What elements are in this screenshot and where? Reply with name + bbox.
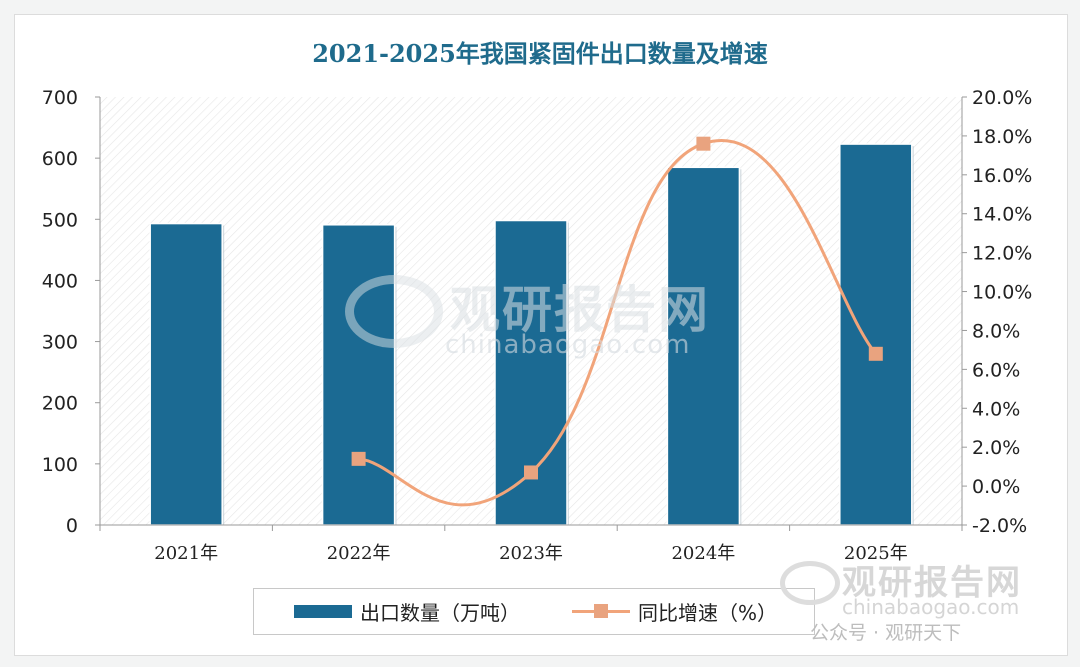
x-tick-label: 2024年 [671,543,735,564]
growth-marker-3 [524,465,538,480]
bar-4 [666,166,741,526]
watermark-logo-icon [345,275,443,348]
corner-account: 公众号 · 观研天下 [810,622,962,644]
y-left-tick-label: 500 [42,209,78,231]
y-right-tick-label: 14.0% [972,204,1032,226]
y-right-tick-label: 4.0% [972,398,1020,420]
legend-item-line: 同比增速（%） [572,598,778,625]
bar-1 [149,222,223,526]
y-right-tick-label: 16.0% [972,165,1032,187]
y-left-tick-label: 200 [42,393,78,415]
watermark-brand: 观研报告网 [450,281,710,339]
y-left-tick-label: 400 [42,270,78,292]
legend-line-swatch [572,604,630,618]
x-tick-label: 2023年 [499,543,563,564]
y-right-tick-label: 0.0% [972,476,1020,498]
y-right-tick-label: 20.0% [972,87,1032,109]
corner-brand: 观研报告网 [842,563,1022,603]
x-tick-label: 2021年 [154,543,218,564]
y-right-tick-label: 10.0% [972,282,1032,304]
growth-marker-2 [351,451,366,466]
growth-marker-5 [868,346,883,361]
watermark-site: chinabaogao.com [445,330,691,360]
growth-marker-4 [696,136,711,151]
y-right-tick-label: 2.0% [972,437,1020,459]
legend-bar-swatch [294,604,352,618]
chart-title: 2021-2025年我国紧固件出口数量及增速 [312,39,768,68]
y-right-tick-label: 6.0% [972,359,1020,381]
bar-2 [321,224,396,526]
y-left-tick-label: 100 [42,454,78,476]
y-left-tick-label: 700 [42,87,78,109]
y-right-tick-label: 8.0% [972,320,1020,342]
y-right-tick-label: 12.0% [972,243,1032,265]
corner-site: chinabaogao.com [842,595,1020,619]
y-right-tick-label: -2.0% [972,515,1027,537]
growth-line [358,139,877,507]
x-tick-label: 2025年 [844,543,908,564]
bar-5 [839,143,913,526]
y-left-tick-label: 300 [42,332,78,354]
legend-item-bar: 出口数量（万吨） [294,598,520,625]
y-right-tick-label: 18.0% [972,126,1032,148]
legend-label-line: 同比增速（%） [638,600,778,625]
y-left-tick-label: 600 [42,148,78,170]
y-left-tick-label: 0 [66,515,78,537]
corner-logo-icon [780,561,840,605]
legend: 出口数量（万吨） 同比增速（%） [253,588,815,635]
corner-watermark: 观研报告网 chinabaogao.com 公众号 · 观研天下 [770,555,1070,655]
x-tick-label: 2022年 [327,543,391,564]
legend-label-bar: 出口数量（万吨） [360,600,520,625]
